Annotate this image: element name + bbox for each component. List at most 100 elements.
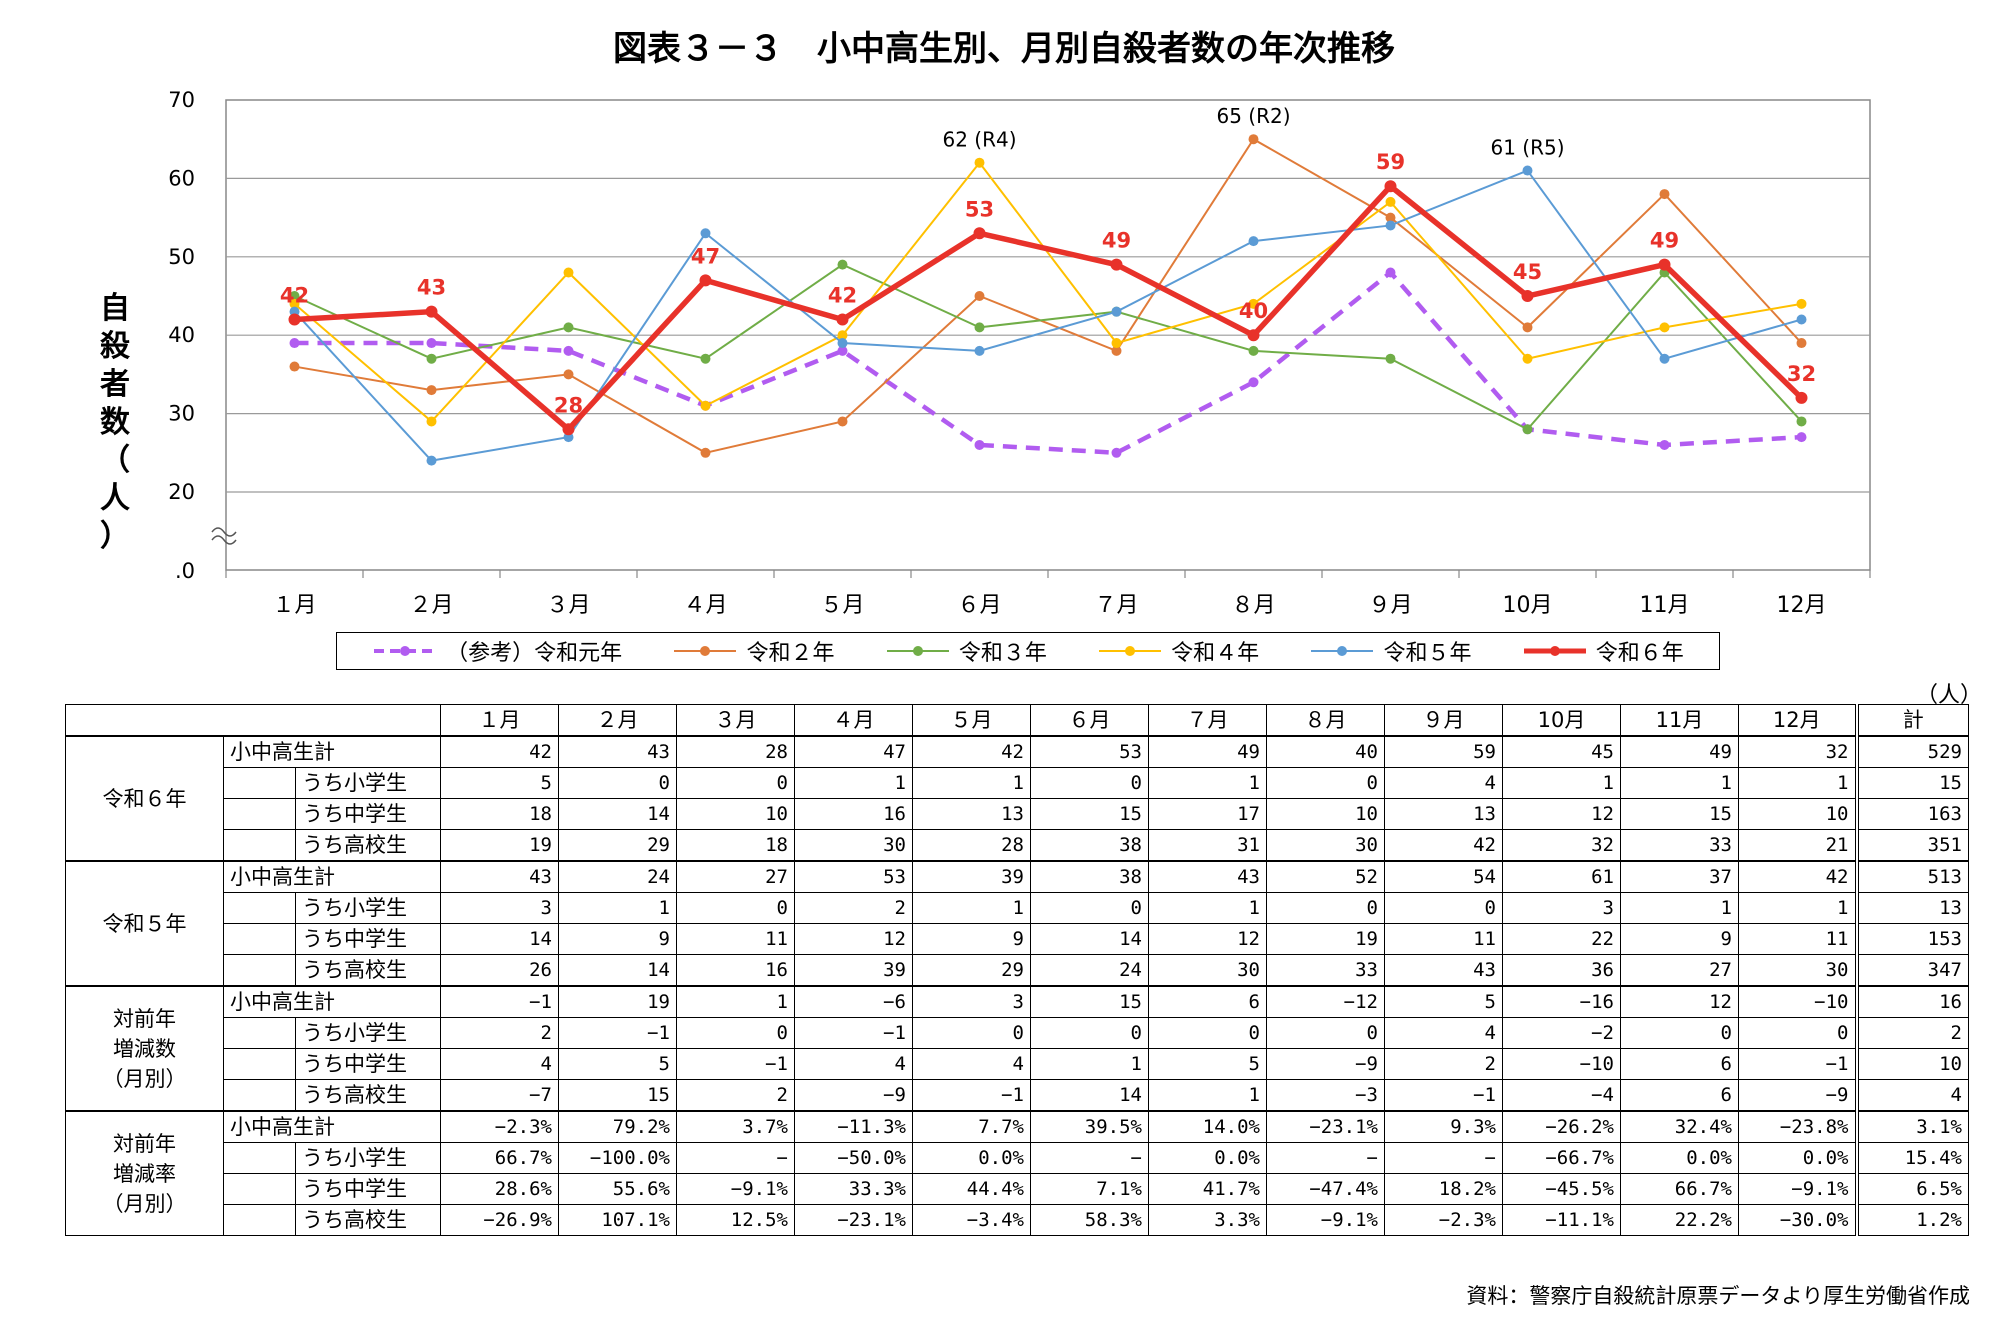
table-cell: −23.8%	[1738, 1110, 1857, 1143]
table-unit: （人）	[1916, 683, 1983, 708]
table-cell: −1	[1738, 1048, 1857, 1080]
data-point	[289, 298, 300, 309]
table-cell: −6	[794, 985, 913, 1018]
table-cell: −1	[1384, 1079, 1503, 1112]
series-line	[293, 161, 1802, 423]
table-cell: −	[1384, 1142, 1503, 1174]
data-point	[700, 353, 711, 364]
legend-label: 令和５年	[1383, 641, 1472, 666]
table-cell: 163	[1854, 798, 1969, 830]
data-point	[1111, 338, 1122, 349]
table-cell: 32.4%	[1620, 1110, 1739, 1143]
table-cell: 12	[1620, 985, 1739, 1018]
table-cell: −1	[558, 1017, 677, 1049]
table-cell: 0	[1030, 767, 1149, 799]
table-cell: 39.5%	[1030, 1110, 1149, 1143]
data-point	[1385, 196, 1396, 207]
data-point	[837, 416, 848, 427]
table-row: 対前年 増減数 （月別） 小中高生計 −1 19 1 −6 3 15 6 −12 5 −16 12 −10 16	[65, 985, 1969, 1112]
table-cell: 10	[1266, 798, 1385, 830]
data-label: 28	[554, 393, 583, 417]
y-tick-label: .0	[175, 559, 195, 583]
table-cell: 79.2%	[558, 1110, 677, 1143]
data-point	[426, 353, 437, 364]
table-cell: 9	[558, 923, 677, 955]
table-cell: 40	[1266, 735, 1385, 768]
table-row: うち小学生 66.7% −100.0% − −50.0% 0.0% −0.0% − − −66.7…	[66, 1142, 1969, 1174]
table-cell: 52	[1266, 860, 1385, 893]
table-cell: 3.7%	[676, 1110, 795, 1143]
legend-label: （参考）令和元年	[446, 641, 623, 666]
table-cell: 0	[1148, 1017, 1267, 1049]
table-cell: 347	[1854, 954, 1969, 987]
series-lines	[288, 134, 1808, 466]
row-group-label: 対前年 増減数 （月別）	[65, 985, 224, 1112]
y-label-char: 殺	[100, 329, 131, 364]
y-tick-label: 60	[168, 166, 195, 190]
table-cell: 4	[1854, 1079, 1969, 1112]
x-tick-label: ３月	[546, 593, 590, 618]
table-cell: 26	[440, 954, 559, 987]
data-point	[1110, 258, 1123, 271]
y-label-char: 数	[100, 405, 131, 440]
data-point	[1796, 298, 1807, 309]
data-point	[837, 330, 848, 341]
y-label-char: 自	[100, 291, 130, 326]
legend-swatch	[674, 646, 737, 656]
legend-item: 令和３年	[885, 635, 1047, 667]
table-cell: 3.1%	[1854, 1110, 1969, 1143]
data-point	[563, 369, 574, 380]
table-cell: −2	[1502, 1017, 1621, 1049]
table-cell: 27	[1620, 954, 1739, 987]
table-cell: −23.1%	[1266, 1110, 1385, 1143]
data-point	[700, 447, 711, 458]
table-cell: 1	[1148, 892, 1267, 924]
table-cell: 30	[1148, 954, 1267, 987]
table-cell: 58.3%	[1030, 1204, 1149, 1236]
annotations: 62 (R4) 65 (R2) 61 (R5)	[942, 104, 1564, 159]
row-indent	[223, 1017, 296, 1049]
data-table: １月 ２月 ３月 ４月 ５月 ６月 ７月 ８月 ９月 10月 11月 12月計 令和６年 小中高生計 42…	[65, 704, 1969, 1236]
table-cell: 4	[440, 1048, 559, 1080]
table-cell: 42	[440, 735, 559, 768]
row-label: うち小学生	[295, 1017, 441, 1049]
table-cell: 0	[676, 1017, 795, 1049]
data-point	[1248, 377, 1259, 388]
table-cell: 0	[676, 892, 795, 924]
data-label: 49	[1650, 229, 1679, 253]
table-cell: 0	[1266, 1017, 1385, 1049]
table-cell: −	[1266, 1142, 1385, 1174]
data-point	[1247, 329, 1260, 342]
table-cell: 0	[1266, 892, 1385, 924]
x-tick-label: ６月	[957, 593, 1001, 618]
table-cell: 5	[1384, 985, 1503, 1018]
table-cell: 19	[440, 829, 559, 862]
table-cell: −45.5%	[1502, 1173, 1621, 1205]
table-cell: 6	[1148, 985, 1267, 1018]
table-cell: −30.0%	[1738, 1204, 1857, 1236]
data-label: 42	[828, 284, 857, 308]
legend-label: 令和２年	[746, 641, 835, 666]
data-point	[974, 439, 985, 450]
data-point	[837, 259, 848, 270]
source-note: 資料：警察庁自殺統計原票データより厚生労働省作成	[1466, 1284, 1970, 1308]
table-cell: 42	[1384, 829, 1503, 862]
table-header: 計	[1854, 704, 1969, 737]
data-point	[425, 305, 438, 318]
data-point	[1111, 345, 1122, 356]
row-group-label: 令和６年	[65, 735, 224, 862]
data-point	[1796, 338, 1807, 349]
table-cell: 47	[794, 735, 913, 768]
table-cell: 4	[912, 1048, 1031, 1080]
table-cell: 1	[1148, 1079, 1267, 1112]
table-cell: 41.7%	[1148, 1173, 1267, 1205]
data-label: 59	[1376, 150, 1405, 174]
data-point	[289, 338, 300, 349]
data-point	[1658, 258, 1671, 271]
row-indent	[223, 767, 296, 799]
data-point	[700, 400, 711, 411]
table-cell: 513	[1854, 860, 1969, 893]
data-point	[426, 385, 437, 396]
table-cell: 0	[1030, 892, 1149, 924]
data-point	[1385, 353, 1396, 364]
